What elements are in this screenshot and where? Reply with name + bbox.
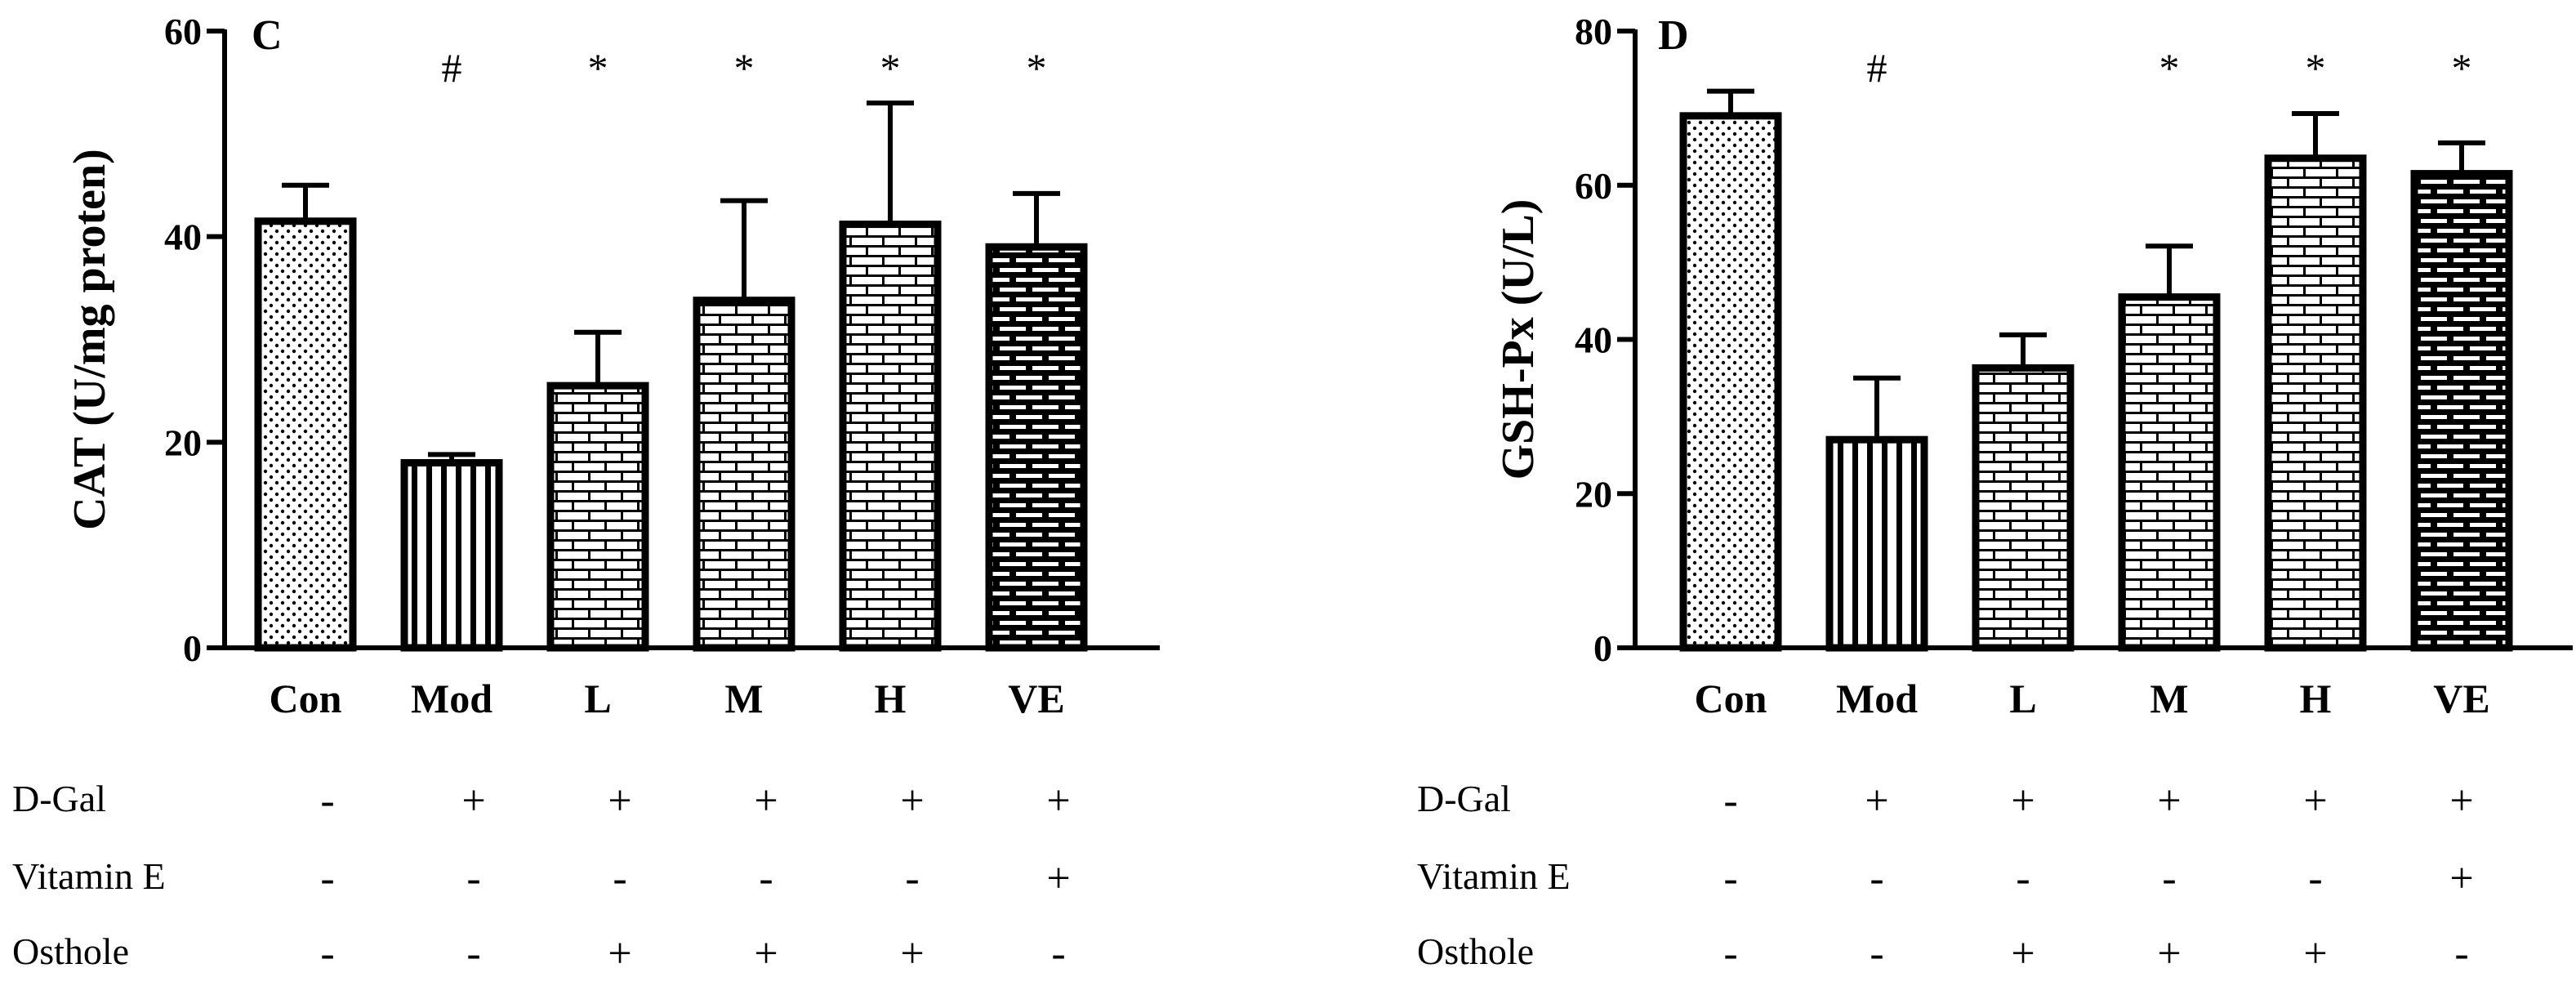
y-tick-label: 60 xyxy=(1575,165,1612,207)
treatment-name: D-Gal xyxy=(1417,778,1511,819)
treatment-sign: + xyxy=(461,778,485,824)
treatment-sign: + xyxy=(2157,778,2181,824)
treatment-sign: - xyxy=(613,855,626,902)
treatment-sign: - xyxy=(2016,855,2030,902)
significance-marker: * xyxy=(880,45,901,91)
treatment-table-c: D-Gal - + + + + + Vitamin E - - - - - + Osthole - - + + + - xyxy=(12,778,1071,977)
significance-marker: # xyxy=(442,45,462,91)
treatment-sign: - xyxy=(320,930,334,977)
y-axis-title: GSH-Px (U/L) xyxy=(1493,199,1544,480)
treatment-sign: + xyxy=(2449,778,2473,824)
treatment-name: Osthole xyxy=(12,930,129,972)
treatment-name: Osthole xyxy=(1417,930,1534,972)
panel-letter: C xyxy=(252,12,283,59)
significance-marker: * xyxy=(1027,45,1047,91)
bar-ve xyxy=(2410,170,2513,652)
y-tick-label: 40 xyxy=(164,216,202,258)
x-tick-label: Con xyxy=(270,676,342,721)
significance-marker: * xyxy=(2452,45,2472,91)
treatment-sign: - xyxy=(905,855,919,902)
bar-h xyxy=(839,221,942,652)
treatment-sign: - xyxy=(2162,855,2176,902)
treatment-sign: + xyxy=(754,930,778,977)
bar-m xyxy=(2118,293,2221,652)
treatment-name: Vitamin E xyxy=(1417,855,1571,897)
treatment-sign: + xyxy=(2303,930,2327,977)
treatment-sign: - xyxy=(320,855,334,902)
treatment-sign: + xyxy=(900,930,924,977)
significance-marker: * xyxy=(588,45,608,91)
x-tick-label: VE xyxy=(1008,676,1064,721)
bar-l xyxy=(546,381,649,652)
treatment-sign: - xyxy=(1723,855,1737,902)
significance-marker: * xyxy=(734,45,755,91)
significance-marker: * xyxy=(2159,45,2180,91)
bar-ve xyxy=(985,243,1088,652)
bar-m xyxy=(693,297,796,652)
treatment-sign: - xyxy=(1051,930,1065,977)
bar-mod xyxy=(400,459,503,652)
bar-con xyxy=(254,217,357,652)
treatment-sign: - xyxy=(466,855,480,902)
treatment-sign: - xyxy=(759,855,773,902)
y-tick-label: 40 xyxy=(1575,319,1612,361)
treatment-name: D-Gal xyxy=(12,778,106,819)
treatment-table-d: D-Gal - + + + + + Vitamin E - - - - - + Osthole - - + + + - xyxy=(1417,778,2474,977)
panel-d: 0 20 40 60 80 GSH-Px (U/L) D Con Mod # L M * H * VE * xyxy=(1493,11,2573,721)
treatment-sign: - xyxy=(1870,930,1883,977)
treatment-sign: + xyxy=(2011,930,2035,977)
treatment-sign: - xyxy=(2308,855,2322,902)
bar-h xyxy=(2264,154,2367,652)
panel-c: 0 20 40 60 CAT (U/mg proten) C Con Mod # L * M * H * VE… xyxy=(65,11,1160,721)
bar-mod xyxy=(1825,435,1928,652)
x-tick-label: M xyxy=(724,676,763,721)
x-tick-label: L xyxy=(2009,676,2036,721)
significance-marker: * xyxy=(2306,45,2326,91)
x-tick-label: Mod xyxy=(1836,676,1918,721)
x-tick-label: M xyxy=(2150,676,2188,721)
y-tick-label: 20 xyxy=(1575,473,1612,515)
significance-marker: # xyxy=(1867,45,1887,91)
y-tick-label: 0 xyxy=(1593,627,1612,669)
x-tick-label: Mod xyxy=(411,676,492,721)
y-tick-label: 80 xyxy=(1575,11,1612,52)
treatment-sign: - xyxy=(320,778,334,824)
bar-con xyxy=(1679,112,1782,652)
treatment-sign: + xyxy=(608,930,631,977)
x-tick-label: H xyxy=(875,676,907,721)
y-axis-title: CAT (U/mg proten) xyxy=(65,149,115,530)
treatment-sign: + xyxy=(2303,778,2327,824)
treatment-sign: + xyxy=(900,778,924,824)
treatment-sign: + xyxy=(2157,930,2181,977)
x-tick-label: H xyxy=(2300,676,2332,721)
treatment-sign: - xyxy=(1870,855,1883,902)
y-tick-label: 0 xyxy=(183,627,202,669)
treatment-sign: + xyxy=(608,778,631,824)
treatment-sign: + xyxy=(2449,855,2473,902)
treatment-sign: + xyxy=(2011,778,2035,824)
x-tick-label: VE xyxy=(2433,676,2489,721)
treatment-sign: + xyxy=(1046,855,1070,902)
panel-letter: D xyxy=(1658,12,1689,59)
bar-l xyxy=(1972,364,2075,652)
x-tick-label: Con xyxy=(1695,676,1767,721)
y-tick-label: 60 xyxy=(164,11,202,52)
treatment-sign: - xyxy=(1723,930,1737,977)
treatment-sign: - xyxy=(2454,930,2468,977)
y-tick-label: 20 xyxy=(164,422,202,463)
treatment-sign: + xyxy=(1865,778,1888,824)
treatment-sign: + xyxy=(754,778,778,824)
x-tick-label: L xyxy=(584,676,611,721)
treatment-sign: + xyxy=(1046,778,1070,824)
treatment-name: Vitamin E xyxy=(12,855,166,897)
treatment-sign: - xyxy=(1723,778,1737,824)
treatment-sign: - xyxy=(466,930,480,977)
